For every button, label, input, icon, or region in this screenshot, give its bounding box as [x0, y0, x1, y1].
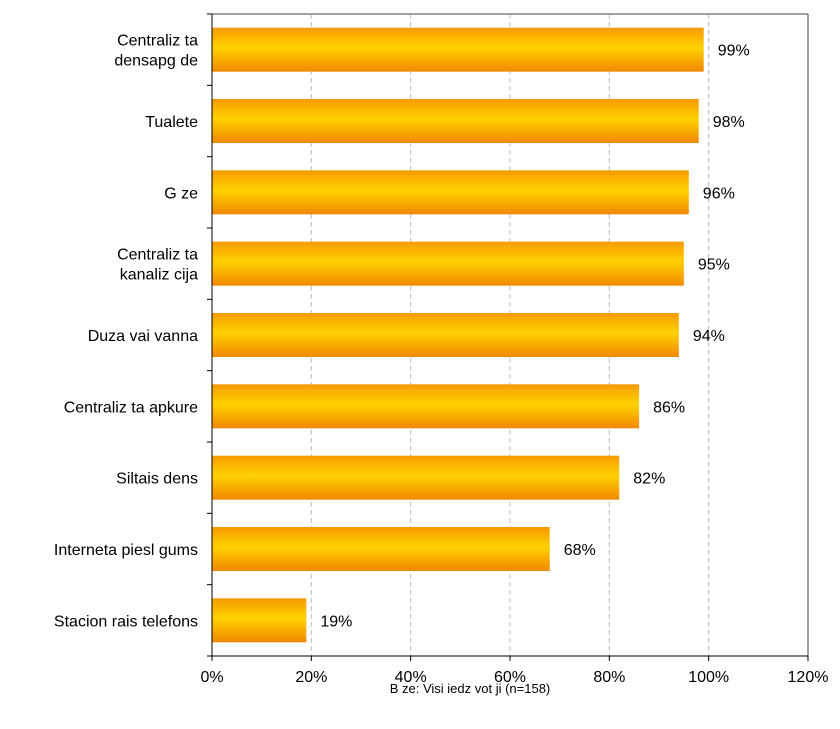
bar	[212, 527, 550, 571]
category-label: Stacion rais telefons	[54, 613, 198, 630]
x-tick-label: 100%	[688, 669, 729, 686]
data-label: 86%	[653, 399, 685, 416]
category-label-line: densapg de	[114, 53, 198, 70]
category-label: Duza vai vanna	[88, 328, 198, 345]
category-label-line: Interneta piesl gums	[54, 542, 198, 559]
bar	[212, 170, 689, 215]
bar	[212, 598, 307, 643]
category-label: G ze	[164, 185, 198, 202]
category-label: Centraliz ta densapg de	[114, 33, 198, 70]
data-label: 95%	[698, 257, 730, 274]
category-label-line: G ze	[164, 185, 198, 202]
category-label-line: Centraliz ta	[117, 33, 198, 50]
category-label-line: Centraliz ta apkure	[64, 399, 198, 416]
footnote-text: B ze: Visi iedz vot ji (n=158)	[389, 681, 551, 696]
x-tick-label: 120%	[788, 669, 829, 686]
category-label: Tualete	[145, 114, 198, 131]
category-label-line: Centraliz ta	[117, 247, 198, 264]
x-tick-label: 60%	[494, 669, 526, 686]
data-label: 82%	[633, 471, 665, 488]
x-tick-label: 20%	[295, 669, 327, 686]
bar	[212, 27, 704, 72]
bar	[212, 455, 620, 500]
labels: 0% 20% 40% 60% 80% 100% 120% 99% Centraliz ta den…	[54, 33, 829, 686]
data-label: 96%	[703, 185, 735, 202]
category-label: Centraliz ta kanaliz cija	[117, 247, 198, 284]
plot-frame	[207, 13, 809, 661]
category-label: Centraliz ta apkure	[64, 399, 198, 416]
category-label-line: Stacion rais telefons	[54, 613, 198, 630]
category-label: Siltais dens	[116, 471, 198, 488]
data-label: 98%	[713, 114, 745, 131]
x-tick-label: 40%	[395, 669, 427, 686]
x-tick-label: 80%	[593, 669, 625, 686]
bar	[212, 99, 699, 143]
data-label: 99%	[718, 43, 750, 60]
category-label: Interneta piesl gums	[54, 542, 198, 559]
bar	[212, 241, 684, 286]
x-tick-label: 0%	[200, 669, 223, 686]
category-label-line: Siltais dens	[116, 471, 198, 488]
bar	[212, 384, 640, 429]
bar	[212, 313, 679, 357]
category-label-line: Duza vai vanna	[88, 328, 198, 345]
data-label: 19%	[320, 613, 352, 630]
base-footnote: B ze: Visi iedz vot ji (n=158)	[0, 681, 840, 696]
data-label: 94%	[693, 328, 725, 345]
bars	[212, 27, 704, 643]
data-label: 68%	[564, 542, 596, 559]
category-label-line: Tualete	[145, 114, 198, 131]
category-label-line: kanaliz cija	[120, 267, 198, 284]
